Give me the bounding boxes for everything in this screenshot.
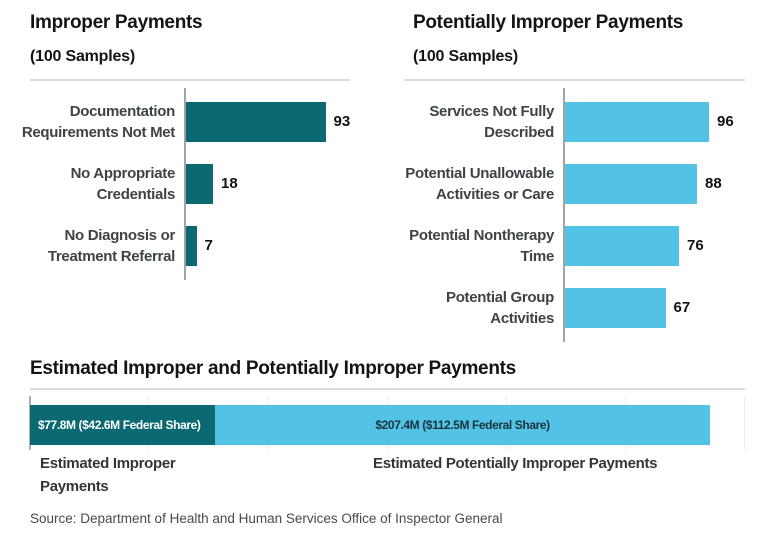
segment-estimated-improper-payments: $77.8M ($42.6M Federal Share) xyxy=(30,405,216,445)
title-divider xyxy=(30,79,350,81)
bar xyxy=(186,102,326,142)
value-label: 88 xyxy=(705,175,722,192)
bar xyxy=(565,102,709,142)
y-axis-line xyxy=(563,88,565,342)
value-label: 7 xyxy=(204,237,213,254)
chart-subtitle: (100 Samples) xyxy=(30,48,136,65)
segment-estimated-potentially-improper-payments: $207.4M ($112.5M Federal Share) xyxy=(215,405,710,445)
stacked-plot-area: $77.8M ($42.6M Federal Share) $207.4M ($1… xyxy=(29,396,745,454)
bar xyxy=(565,164,697,204)
chart-row: No Diagnosis or Treatment Referral 7 xyxy=(0,226,379,266)
value-label: 67 xyxy=(673,299,691,316)
chart-subtitle: (100 Samples) xyxy=(413,48,519,65)
bar xyxy=(565,288,666,328)
chart-row: Potential Nontherapy Time 76 xyxy=(379,226,758,266)
segment-value-label: $77.8M ($42.6M Federal Share) xyxy=(38,418,201,432)
chart-row: Potential Group Activities 67 xyxy=(379,288,758,328)
category-label: No Diagnosis or Treatment Referral xyxy=(47,227,175,265)
bar xyxy=(565,226,679,266)
value-label: 18 xyxy=(221,175,238,192)
category-label: Potential Nontherapy Time xyxy=(409,227,554,265)
bar xyxy=(186,226,197,266)
chart-row: Documentation Requirements Not Met 93 xyxy=(0,102,379,142)
value-label: 76 xyxy=(687,237,704,254)
chart-row: Potential Unallowable Activities or Care 8… xyxy=(379,164,758,204)
segment-name-potentially-improper: Estimated Potentially Improper Payments xyxy=(373,455,658,472)
segment-value-label: $207.4M ($112.5M Federal Share) xyxy=(375,418,550,432)
y-axis-line xyxy=(184,88,186,280)
category-label: Potential Group Activities xyxy=(445,289,554,327)
chart-title: Estimated Improper and Potentially Impro… xyxy=(30,358,516,379)
category-label: Potential Unallowable Activities or Care xyxy=(405,165,554,203)
category-label: Documentation Requirements Not Met xyxy=(21,103,175,141)
chart-row: Services Not Fully Described 96 xyxy=(379,102,758,142)
value-label: 96 xyxy=(717,113,734,130)
category-label: Services Not Fully Described xyxy=(429,103,554,141)
potentially-improper-payments-chart: Potentially Improper Payments (100 Sampl… xyxy=(379,0,758,360)
gridline xyxy=(744,396,745,450)
source-note: Source: Department of Health and Human S… xyxy=(30,511,503,526)
chart-title: Improper Payments xyxy=(30,12,203,33)
bar xyxy=(186,164,213,204)
chart-row: No Appropriate Credentials 18 xyxy=(0,164,379,204)
title-divider xyxy=(404,79,745,81)
category-label: No Appropriate Credentials xyxy=(70,165,176,203)
chart-title: Potentially Improper Payments xyxy=(413,12,684,33)
segment-name-improper: Estimated Improper Payments xyxy=(40,455,176,495)
value-label: 93 xyxy=(333,113,351,130)
improper-payments-chart: Improper Payments (100 Samples) Document… xyxy=(0,0,379,360)
title-divider xyxy=(30,388,745,390)
